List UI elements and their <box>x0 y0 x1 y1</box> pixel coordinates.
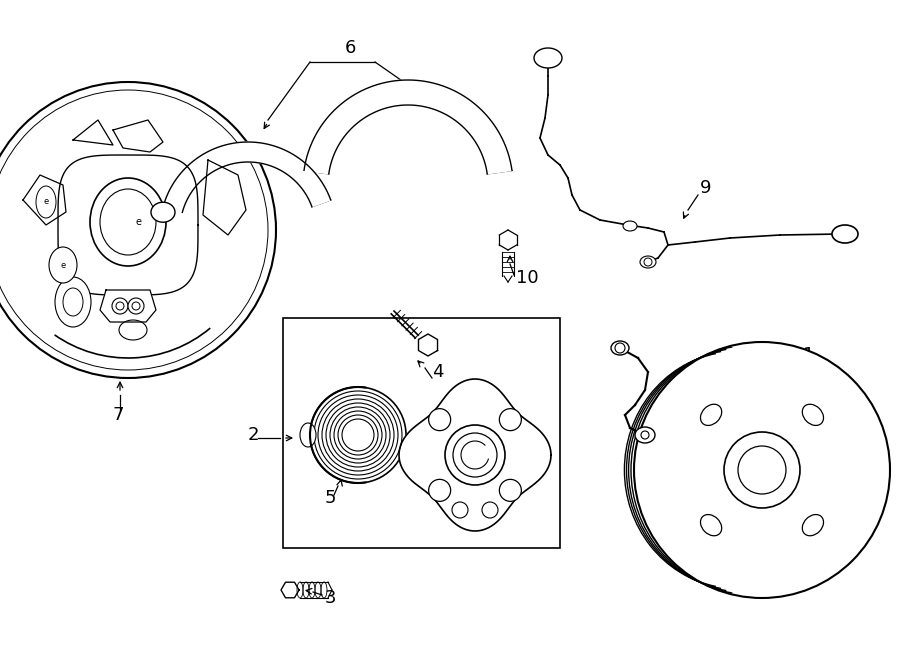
Ellipse shape <box>90 178 166 266</box>
Polygon shape <box>418 334 437 356</box>
Polygon shape <box>23 175 66 225</box>
Ellipse shape <box>119 320 147 340</box>
Ellipse shape <box>611 341 629 355</box>
Circle shape <box>310 387 406 483</box>
Circle shape <box>0 82 276 378</box>
Ellipse shape <box>802 514 824 536</box>
Text: 2: 2 <box>248 426 259 444</box>
Text: 3: 3 <box>325 589 337 607</box>
Text: 9: 9 <box>700 179 712 197</box>
Ellipse shape <box>55 277 91 327</box>
Circle shape <box>112 298 128 314</box>
Text: 1: 1 <box>803 346 815 364</box>
Ellipse shape <box>151 202 175 222</box>
Circle shape <box>428 479 451 501</box>
Polygon shape <box>73 120 113 145</box>
Ellipse shape <box>49 247 77 283</box>
Circle shape <box>615 343 625 353</box>
Ellipse shape <box>623 221 637 231</box>
Circle shape <box>128 298 144 314</box>
Circle shape <box>482 502 498 518</box>
Circle shape <box>428 408 451 431</box>
Ellipse shape <box>832 225 858 243</box>
Ellipse shape <box>700 514 722 536</box>
Circle shape <box>500 479 521 501</box>
Circle shape <box>500 408 521 431</box>
Polygon shape <box>304 80 512 174</box>
Text: e: e <box>43 198 49 206</box>
Text: 10: 10 <box>516 269 538 287</box>
Polygon shape <box>203 160 246 235</box>
Polygon shape <box>163 142 330 212</box>
Circle shape <box>445 425 505 485</box>
Circle shape <box>634 342 890 598</box>
Text: 6: 6 <box>345 39 356 57</box>
Polygon shape <box>58 155 198 295</box>
Text: 4: 4 <box>432 363 444 381</box>
Text: 5: 5 <box>325 489 337 507</box>
Polygon shape <box>113 120 163 152</box>
Ellipse shape <box>300 423 316 447</box>
Text: 8: 8 <box>720 353 732 371</box>
Text: e: e <box>60 260 66 270</box>
Ellipse shape <box>534 48 562 68</box>
Polygon shape <box>100 290 156 322</box>
Text: e: e <box>135 217 141 227</box>
Circle shape <box>724 432 800 508</box>
Ellipse shape <box>635 427 655 443</box>
Circle shape <box>452 502 468 518</box>
Bar <box>283 318 560 548</box>
Ellipse shape <box>802 405 824 426</box>
Polygon shape <box>281 582 299 598</box>
Polygon shape <box>399 379 551 531</box>
Ellipse shape <box>640 256 656 268</box>
Text: 7: 7 <box>112 406 123 424</box>
Ellipse shape <box>700 405 722 426</box>
